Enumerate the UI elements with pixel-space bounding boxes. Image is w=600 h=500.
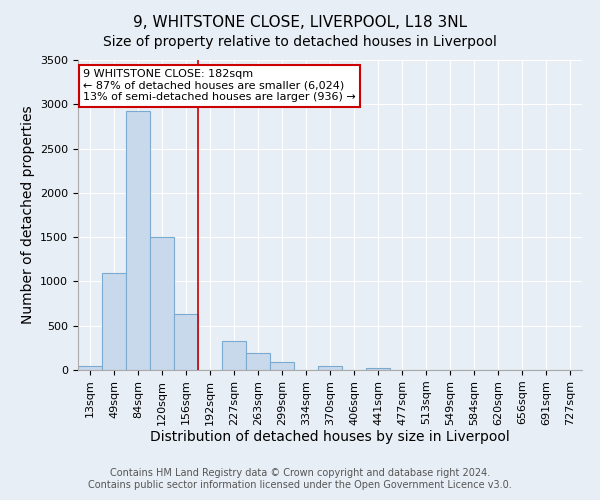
Text: 9, WHITSTONE CLOSE, LIVERPOOL, L18 3NL: 9, WHITSTONE CLOSE, LIVERPOOL, L18 3NL [133, 15, 467, 30]
Y-axis label: Number of detached properties: Number of detached properties [20, 106, 35, 324]
Text: 9 WHITSTONE CLOSE: 182sqm
← 87% of detached houses are smaller (6,024)
13% of se: 9 WHITSTONE CLOSE: 182sqm ← 87% of detac… [83, 70, 356, 102]
Bar [102, 272, 126, 370]
Bar [126, 112, 150, 370]
Bar [366, 368, 390, 370]
Bar [318, 366, 342, 370]
Bar [174, 314, 198, 370]
Bar [222, 341, 246, 370]
Bar [150, 237, 174, 370]
Text: Size of property relative to detached houses in Liverpool: Size of property relative to detached ho… [103, 35, 497, 49]
X-axis label: Distribution of detached houses by size in Liverpool: Distribution of detached houses by size … [150, 430, 510, 444]
Text: Contains HM Land Registry data © Crown copyright and database right 2024.
Contai: Contains HM Land Registry data © Crown c… [88, 468, 512, 490]
Bar [78, 366, 102, 370]
Bar [246, 352, 270, 370]
Bar [270, 362, 294, 370]
